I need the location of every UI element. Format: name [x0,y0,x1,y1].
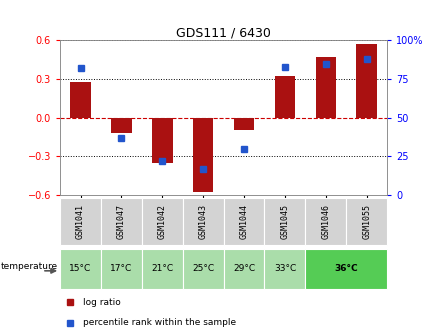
Bar [183,198,224,245]
Text: GSM1041: GSM1041 [76,204,85,239]
Bar [275,76,295,118]
Bar [101,198,142,245]
Bar [101,249,142,289]
Bar [305,249,387,289]
Bar [193,118,214,192]
Text: 21°C: 21°C [151,264,174,273]
Text: 36°C: 36°C [335,264,358,273]
Title: GDS111 / 6430: GDS111 / 6430 [176,26,271,39]
Bar [346,198,387,245]
Bar [60,249,101,289]
Text: temperature: temperature [1,262,58,271]
Text: 15°C: 15°C [69,264,92,273]
Bar [224,249,264,289]
Bar [305,198,346,245]
Bar [356,44,377,118]
Text: GSM1046: GSM1046 [321,204,330,239]
Bar [142,249,183,289]
Bar [142,198,183,245]
Bar [224,198,264,245]
Bar [183,249,224,289]
Bar [152,118,173,163]
Text: GSM1045: GSM1045 [280,204,289,239]
Text: GSM1044: GSM1044 [239,204,249,239]
Bar [234,118,254,130]
Text: GSM1047: GSM1047 [117,204,126,239]
Bar [316,57,336,118]
Text: percentile rank within the sample: percentile rank within the sample [83,318,236,327]
Bar [60,198,101,245]
Text: log ratio: log ratio [83,298,121,307]
Text: 17°C: 17°C [110,264,133,273]
Text: 25°C: 25°C [192,264,214,273]
Bar [264,198,305,245]
Text: 33°C: 33°C [274,264,296,273]
Text: 29°C: 29°C [233,264,255,273]
Text: GSM1055: GSM1055 [362,204,371,239]
Text: GSM1043: GSM1043 [198,204,208,239]
Bar [111,118,132,133]
Bar [70,82,91,118]
Bar [264,249,305,289]
Text: GSM1042: GSM1042 [158,204,167,239]
